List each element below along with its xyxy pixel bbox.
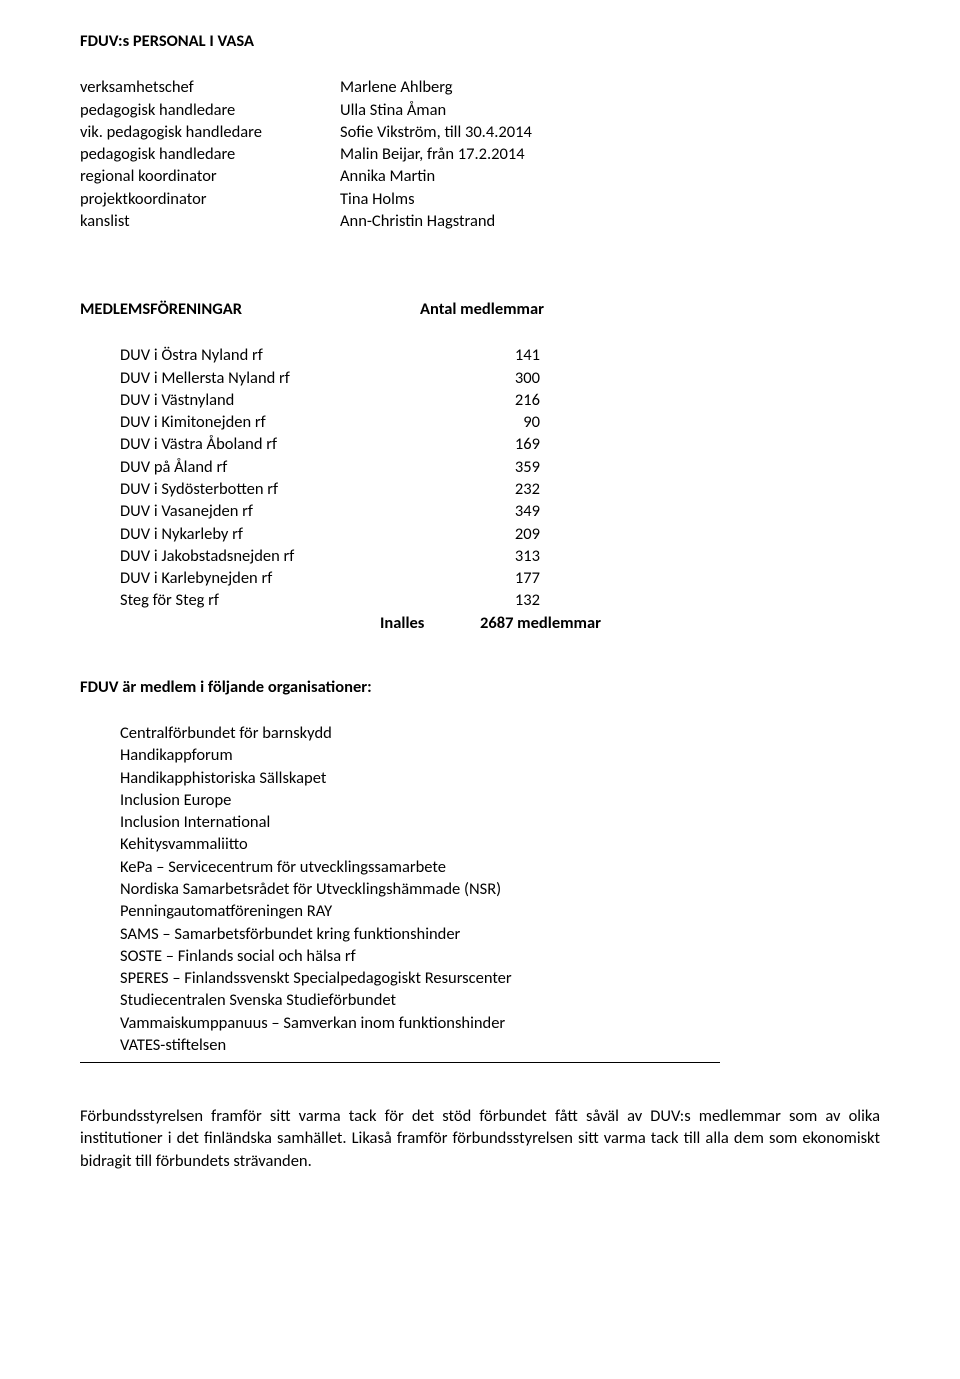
members-list: DUV i Östra Nyland rf 141 DUV i Mellerst…	[80, 344, 880, 633]
personnel-name: Malin Beijar, från 17.2.2014	[340, 143, 880, 165]
personnel-role: pedagogisk handledare	[80, 99, 340, 121]
org-item: Nordiska Samarbetsrådet för Utvecklingsh…	[120, 878, 880, 900]
personnel-name: Ulla Stina Åman	[340, 99, 880, 121]
personnel-name: Ann-Christin Hagstrand	[340, 210, 880, 232]
member-label: DUV på Åland rf	[120, 456, 460, 478]
member-label: DUV i Sydösterbotten rf	[120, 478, 460, 500]
personnel-name: Marlene Ahlberg	[340, 76, 880, 98]
personnel-row: projektkoordinator Tina Holms	[80, 188, 880, 210]
inalles-value: 2687 medlemmar	[480, 612, 640, 634]
personnel-row: kanslist Ann-Christin Hagstrand	[80, 210, 880, 232]
org-item: Inclusion Europe	[120, 789, 880, 811]
heading-personnel: FDUV:s PERSONAL I VASA	[80, 30, 880, 52]
member-label: DUV i Karlebynejden rf	[120, 567, 460, 589]
personnel-row: verksamhetschef Marlene Ahlberg	[80, 76, 880, 98]
org-item: Kehitysvammaliitto	[120, 833, 880, 855]
member-label: DUV i Mellersta Nyland rf	[120, 367, 460, 389]
member-row: DUV i Kimitonejden rf 90	[120, 411, 880, 433]
org-item: VATES-stiftelsen	[120, 1034, 880, 1056]
org-item: SPERES – Finlandssvenskt Specialpedagogi…	[120, 967, 880, 989]
heading-members-right: Antal medlemmar	[420, 298, 544, 320]
personnel-row: pedagogisk handledare Ulla Stina Åman	[80, 99, 880, 121]
member-label: DUV i Kimitonejden rf	[120, 411, 460, 433]
heading-orgs: FDUV är medlem i följande organisationer…	[80, 676, 880, 698]
inalles-label: Inalles	[380, 612, 480, 634]
heading-members: MEDLEMSFÖRENINGAR	[80, 298, 420, 320]
personnel-role: kanslist	[80, 210, 340, 232]
member-row: DUV i Karlebynejden rf 177	[120, 567, 880, 589]
member-value: 132	[460, 589, 540, 611]
org-item: KePa – Servicecentrum för utvecklingssam…	[120, 856, 880, 878]
member-label: DUV i Västra Åboland rf	[120, 433, 460, 455]
personnel-name: Annika Martin	[340, 165, 880, 187]
org-item: SAMS – Samarbetsförbundet kring funktion…	[120, 923, 880, 945]
org-item: Handikappforum	[120, 744, 880, 766]
org-item: Penningautomatföreningen RAY	[120, 900, 880, 922]
personnel-list: verksamhetschef Marlene Ahlberg pedagogi…	[80, 76, 880, 232]
member-label: DUV i Vasanejden rf	[120, 500, 460, 522]
member-row: Steg för Steg rf 132	[120, 589, 880, 611]
divider-line	[80, 1062, 720, 1063]
personnel-role: pedagogisk handledare	[80, 143, 340, 165]
member-value: 232	[460, 478, 540, 500]
personnel-role: regional koordinator	[80, 165, 340, 187]
member-value: 349	[460, 500, 540, 522]
member-label: DUV i Jakobstadsnejden rf	[120, 545, 460, 567]
personnel-row: pedagogisk handledare Malin Beijar, från…	[80, 143, 880, 165]
member-label: Steg för Steg rf	[120, 589, 460, 611]
org-item: Studiecentralen Svenska Studieförbundet	[120, 989, 880, 1011]
org-item: Inclusion International	[120, 811, 880, 833]
personnel-role: vik. pedagogisk handledare	[80, 121, 340, 143]
member-row: DUV i Nykarleby rf 209	[120, 523, 880, 545]
member-row: DUV i Östra Nyland rf 141	[120, 344, 880, 366]
member-value: 169	[460, 433, 540, 455]
personnel-name: Sofie Vikström, till 30.4.2014	[340, 121, 880, 143]
document-page: FDUV:s PERSONAL I VASA verksamhetschef M…	[0, 0, 960, 1379]
personnel-row: regional koordinator Annika Martin	[80, 165, 880, 187]
org-item: Vammaiskumppanuus – Samverkan inom funkt…	[120, 1012, 880, 1034]
member-value: 141	[460, 344, 540, 366]
personnel-role: verksamhetschef	[80, 76, 340, 98]
member-row: DUV i Vasanejden rf 349	[120, 500, 880, 522]
member-row: DUV i Jakobstadsnejden rf 313	[120, 545, 880, 567]
member-row: DUV i Sydösterbotten rf 232	[120, 478, 880, 500]
member-row: DUV i Västra Åboland rf 169	[120, 433, 880, 455]
personnel-row: vik. pedagogisk handledare Sofie Vikströ…	[80, 121, 880, 143]
member-label: DUV i Nykarleby rf	[120, 523, 460, 545]
member-value: 177	[460, 567, 540, 589]
org-item: Centralförbundet för barnskydd	[120, 722, 880, 744]
org-item: Handikapphistoriska Sällskapet	[120, 767, 880, 789]
member-label: DUV i Västnyland	[120, 389, 460, 411]
member-value: 313	[460, 545, 540, 567]
member-row: DUV på Åland rf 359	[120, 456, 880, 478]
member-value: 300	[460, 367, 540, 389]
members-heading-row: MEDLEMSFÖRENINGAR Antal medlemmar	[80, 298, 880, 320]
closing-paragraph: Förbundsstyrelsen framför sitt varma tac…	[80, 1105, 880, 1172]
member-row: DUV i Västnyland 216	[120, 389, 880, 411]
orgs-list: Centralförbundet för barnskydd Handikapp…	[80, 722, 880, 1056]
personnel-name: Tina Holms	[340, 188, 880, 210]
member-label: DUV i Östra Nyland rf	[120, 344, 460, 366]
personnel-role: projektkoordinator	[80, 188, 340, 210]
member-value: 216	[460, 389, 540, 411]
member-value: 359	[460, 456, 540, 478]
member-row: DUV i Mellersta Nyland rf 300	[120, 367, 880, 389]
member-value: 209	[460, 523, 540, 545]
member-value: 90	[460, 411, 540, 433]
member-total-row: Inalles 2687 medlemmar	[120, 612, 880, 634]
org-item: SOSTE – Finlands social och hälsa rf	[120, 945, 880, 967]
